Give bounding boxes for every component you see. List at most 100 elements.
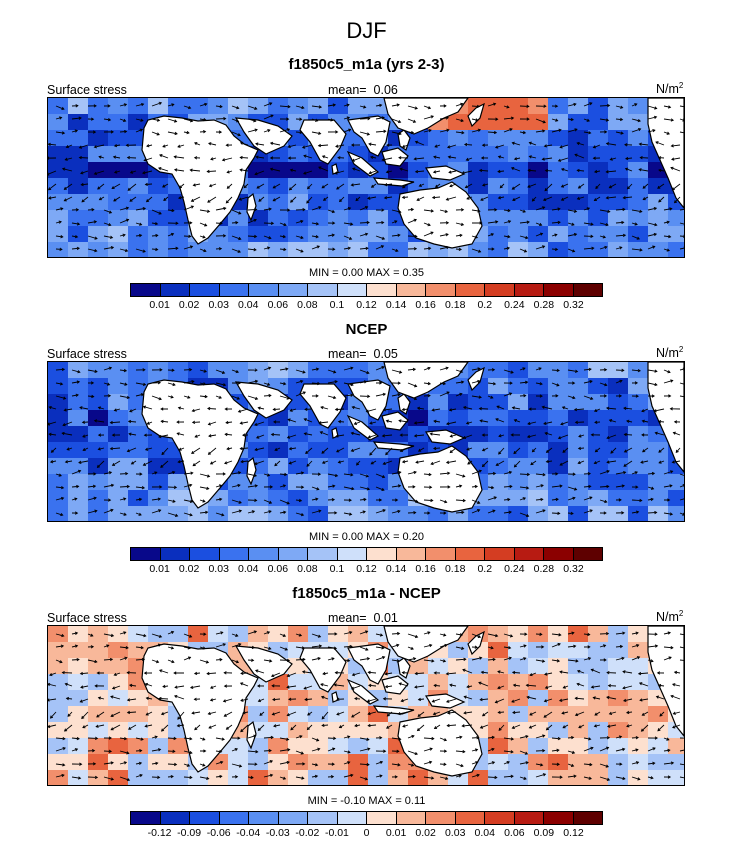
- wind-arrowhead: [572, 249, 576, 253]
- wind-arrow: [103, 776, 114, 780]
- wind-arrowhead: [122, 233, 126, 237]
- wind-arrowhead: [578, 725, 582, 729]
- field-cell: [588, 674, 609, 691]
- wind-arrowhead: [159, 669, 163, 673]
- field-cell: [608, 738, 629, 755]
- wind-arrowhead: [382, 408, 387, 412]
- field-cell: [528, 642, 549, 659]
- wind-arrow: [583, 633, 590, 636]
- wind-arrow: [656, 696, 665, 700]
- wind-arrow: [495, 698, 505, 703]
- wind-arrowhead: [397, 119, 402, 124]
- wind-arrowhead: [203, 369, 207, 373]
- field-cell: [88, 130, 109, 147]
- wind-arrowhead: [523, 394, 527, 398]
- wind-arrowhead: [162, 144, 166, 148]
- wind-arrowhead: [177, 716, 181, 720]
- wind-arrowhead: [529, 673, 533, 677]
- wind-arrow: [439, 659, 446, 662]
- field-cell: [628, 706, 649, 723]
- wind-arrowhead: [479, 697, 483, 702]
- wind-arrowhead: [398, 737, 402, 741]
- mean-value: 0.05: [373, 347, 398, 361]
- field-cell: [48, 362, 69, 379]
- colorbar-segment: [278, 284, 308, 296]
- field-cell: [268, 458, 289, 475]
- wind-arrowhead: [427, 394, 431, 398]
- field-cell: [88, 410, 109, 427]
- wind-arrow: [679, 247, 684, 250]
- wind-arrowhead: [474, 484, 479, 489]
- field-cell: [548, 162, 569, 179]
- wind-arrowhead: [253, 630, 258, 634]
- field-cell: [508, 394, 529, 411]
- field-cell: [628, 474, 649, 491]
- field-cell: [668, 242, 684, 257]
- wind-arrowhead: [573, 102, 577, 107]
- wind-arrow: [103, 484, 114, 488]
- field-cell: [508, 98, 529, 115]
- field-cell: [548, 658, 569, 675]
- field-cell: [588, 378, 609, 395]
- wind-arrowhead: [634, 103, 638, 107]
- wind-arrow: [631, 761, 639, 765]
- wind-arrow: [551, 221, 561, 224]
- wind-arrowhead: [667, 748, 671, 753]
- wind-arrowhead: [509, 381, 513, 385]
- units-superscript: 2: [678, 609, 684, 618]
- wind-arrowhead: [317, 472, 322, 476]
- wind-arrow: [578, 447, 585, 450]
- wind-arrowhead: [480, 670, 484, 675]
- wind-arrowhead: [497, 196, 502, 200]
- wind-arrow: [191, 447, 201, 454]
- wind-arrow: [130, 170, 137, 174]
- wind-arrowhead: [219, 221, 223, 226]
- wind-arrowhead: [608, 419, 613, 423]
- field-cell: [568, 114, 589, 131]
- colorbar-segment: [514, 812, 544, 824]
- wind-arrowhead: [222, 234, 227, 238]
- field-cell: [628, 162, 649, 179]
- wind-arrowhead: [321, 723, 325, 728]
- field-cell: [568, 490, 589, 507]
- field-cell: [548, 210, 569, 227]
- wind-arrowhead: [481, 464, 486, 468]
- wind-arrowhead: [588, 484, 592, 489]
- wind-arrowhead: [350, 393, 354, 397]
- wind-arrow: [162, 144, 169, 148]
- wind-arrow: [335, 408, 345, 411]
- wind-arrow: [594, 196, 601, 201]
- wind-arrow: [210, 157, 217, 160]
- wind-arrow: [511, 167, 521, 172]
- wind-arrow: [80, 698, 89, 703]
- wind-arrowhead: [237, 409, 242, 413]
- wind-arrow: [256, 434, 265, 439]
- wind-arrow: [647, 369, 657, 372]
- wind-arrowhead: [158, 509, 162, 513]
- field-cell: [128, 642, 149, 659]
- field-cell: [608, 242, 629, 257]
- wind-arrowhead: [282, 633, 287, 638]
- wind-arrowhead: [604, 245, 608, 250]
- wind-arrowhead: [113, 170, 118, 174]
- wind-arrowhead: [430, 498, 434, 503]
- wind-arrow: [119, 395, 130, 399]
- wind-arrowhead: [96, 464, 100, 468]
- wind-arrowhead: [158, 634, 163, 638]
- field-cell: [608, 378, 629, 395]
- wind-arrow: [339, 196, 345, 202]
- field-cell: [108, 442, 129, 459]
- wind-arrow: [87, 395, 94, 398]
- wind-arrowhead: [462, 405, 467, 410]
- wind-arrow: [639, 698, 649, 701]
- field-cell: [348, 98, 369, 115]
- field-cell: [248, 362, 269, 379]
- wind-arrowhead: [48, 172, 50, 176]
- wind-arrowhead: [541, 645, 545, 649]
- wind-arrowhead: [366, 220, 370, 225]
- field-cell: [208, 770, 229, 785]
- wind-arrowhead: [657, 419, 662, 424]
- wind-arrowhead: [60, 207, 64, 211]
- field-cell: [648, 210, 669, 227]
- wind-arrow: [55, 117, 62, 120]
